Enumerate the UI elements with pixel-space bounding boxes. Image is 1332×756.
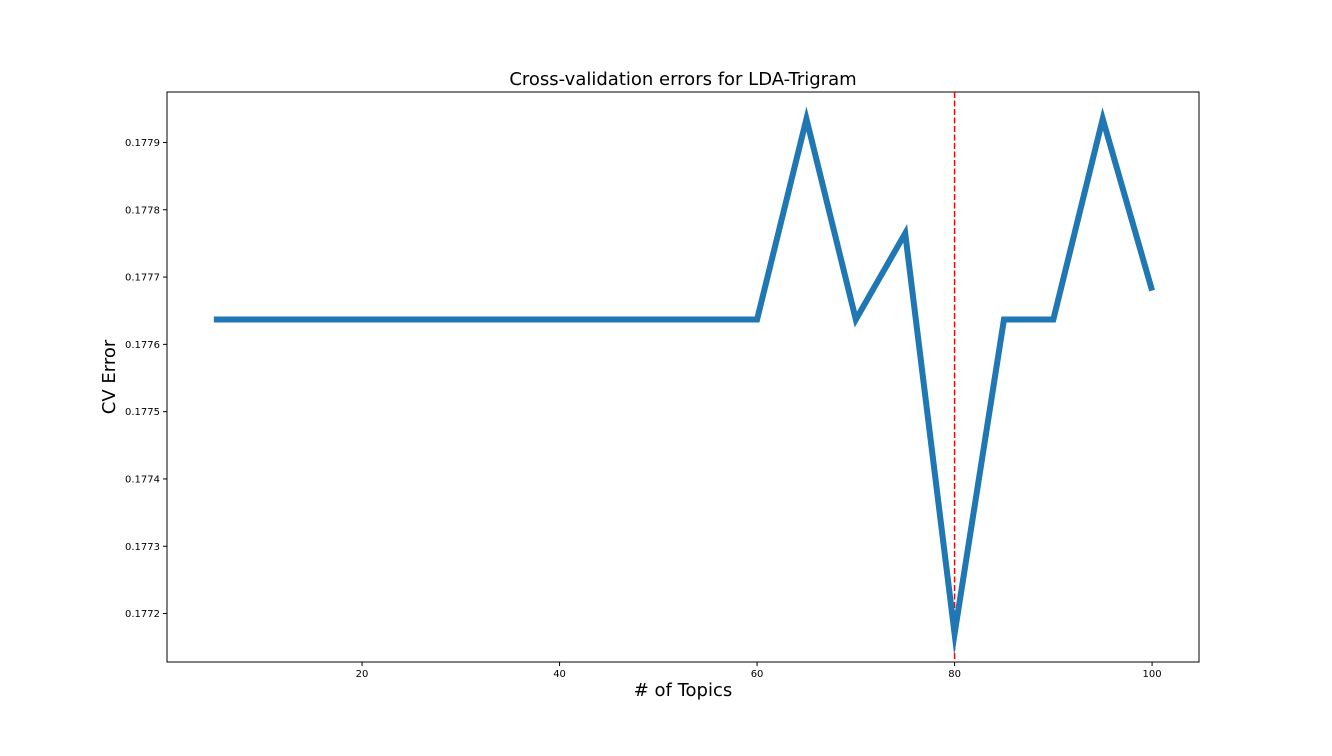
y-tick-label: 0.1778 bbox=[125, 205, 160, 216]
y-tick-label: 0.1772 bbox=[125, 609, 160, 620]
series-group bbox=[213, 106, 1155, 656]
y-tick-label: 0.1774 bbox=[125, 474, 160, 485]
y-axis-ticks: 0.1772 0.1773 0.1774 0.1775 0.1776 0.1777 0.17… bbox=[125, 138, 167, 620]
y-tick-label: 0.1775 bbox=[125, 407, 160, 418]
y-axis-label: CV Error bbox=[99, 339, 120, 414]
axes-frame bbox=[166, 91, 1200, 663]
y-tick-label: 0.1779 bbox=[125, 138, 160, 149]
plot-area: 20 40 60 80 100 0.17720.17730.17740.17750.17… bbox=[125, 91, 1200, 680]
y-tick-label: 0.1773 bbox=[125, 542, 160, 553]
x-tick-label: 40 bbox=[553, 669, 566, 680]
series-line-1 bbox=[213, 106, 1155, 656]
y-tick-label: 0.1777 bbox=[125, 273, 160, 284]
x-tick-label: 60 bbox=[751, 669, 764, 680]
x-tick-label: 100 bbox=[1143, 669, 1162, 680]
x-axis-label: # of Topics bbox=[634, 680, 733, 701]
x-tick-label: 20 bbox=[356, 669, 369, 680]
x-tick-label: 80 bbox=[948, 669, 961, 680]
x-axis-ticks: 20 40 60 80 100 bbox=[356, 662, 1162, 680]
chart-title: Cross-validation errors for LDA-Trigram bbox=[509, 69, 856, 90]
y-tick-label: 0.1776 bbox=[125, 340, 160, 351]
